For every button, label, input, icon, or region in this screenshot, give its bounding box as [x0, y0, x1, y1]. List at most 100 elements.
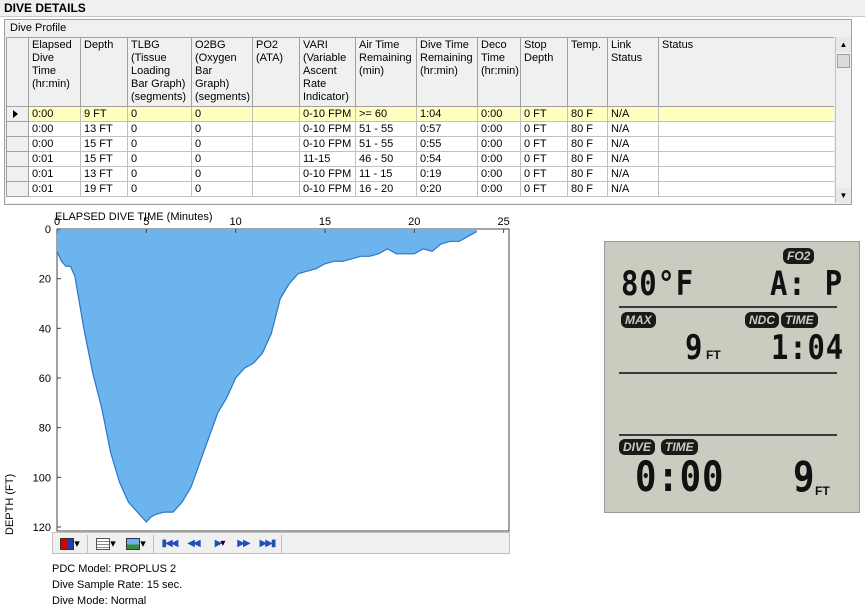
table-cell[interactable]: 0:01: [28, 166, 81, 182]
column-header[interactable]: Dive Time Remaining (hr:min): [416, 37, 478, 107]
edit-options-button[interactable]: ▾: [93, 536, 119, 552]
image-options-button[interactable]: ▾: [123, 536, 149, 552]
table-cell[interactable]: [658, 121, 834, 137]
table-cell[interactable]: [658, 166, 834, 182]
table-cell[interactable]: 16 - 20: [355, 181, 417, 197]
row-header[interactable]: [6, 151, 29, 167]
table-cell[interactable]: 80 F: [567, 181, 608, 197]
table-cell[interactable]: 0 FT: [520, 181, 568, 197]
table-cell[interactable]: 0:57: [416, 121, 478, 137]
column-header[interactable]: Temp.: [567, 37, 608, 107]
table-cell[interactable]: N/A: [607, 166, 659, 182]
table-cell[interactable]: 0: [127, 106, 192, 122]
color-options-button[interactable]: ▾: [57, 536, 83, 552]
table-row[interactable]: 0:01 19 FT 0 0 0-10 FPM 16 - 20 0:20 0:00 0 FT 80…: [6, 181, 834, 197]
dive-profile-grid[interactable]: Elapsed Dive Time (hr:min) Depth TLBG (Tis…: [6, 37, 834, 203]
scroll-down-icon[interactable]: ▼: [836, 188, 851, 203]
table-cell[interactable]: 13 FT: [80, 121, 128, 137]
row-header[interactable]: [6, 166, 29, 182]
table-cell[interactable]: [252, 136, 300, 152]
table-cell[interactable]: 0: [191, 166, 253, 182]
dive-profile-table[interactable]: Elapsed Dive Time (hr:min) Depth TLBG (Tis…: [6, 37, 834, 197]
table-cell[interactable]: 0:00: [28, 136, 81, 152]
scroll-thumb[interactable]: [837, 54, 850, 68]
table-cell[interactable]: 15 FT: [80, 151, 128, 167]
row-header[interactable]: [6, 136, 29, 152]
column-header[interactable]: Elapsed Dive Time (hr:min): [28, 37, 81, 107]
table-cell[interactable]: 0 FT: [520, 136, 568, 152]
table-cell[interactable]: [252, 106, 300, 122]
table-cell[interactable]: 0: [191, 151, 253, 167]
last-button[interactable]: ▶▶▮: [257, 536, 277, 552]
column-header[interactable]: Stop Depth: [520, 37, 568, 107]
table-cell[interactable]: 51 - 55: [355, 121, 417, 137]
table-cell[interactable]: [658, 151, 834, 167]
table-cell[interactable]: 0:00: [477, 181, 521, 197]
table-cell[interactable]: 0: [191, 121, 253, 137]
column-header[interactable]: PO2 (ATA): [252, 37, 300, 107]
table-cell[interactable]: 0: [191, 136, 253, 152]
table-cell[interactable]: 0-10 FPM: [299, 181, 356, 197]
table-cell[interactable]: 0-10 FPM: [299, 106, 356, 122]
table-row[interactable]: 0:01 13 FT 0 0 0-10 FPM 11 - 15 0:19 0:00 0 FT 80…: [6, 166, 834, 182]
table-cell[interactable]: N/A: [607, 151, 659, 167]
table-cell[interactable]: 0-10 FPM: [299, 136, 356, 152]
column-header[interactable]: VARI (Variable Ascent Rate Indicator): [299, 37, 356, 107]
table-cell[interactable]: 0-10 FPM: [299, 166, 356, 182]
column-header[interactable]: Depth: [80, 37, 128, 107]
table-scrollbar[interactable]: ▲ ▼: [835, 37, 851, 203]
table-cell[interactable]: 0: [127, 166, 192, 182]
table-cell[interactable]: 0: [191, 106, 253, 122]
table-row[interactable]: 0:00 13 FT 0 0 0-10 FPM 51 - 55 0:57 0:00 0 FT 80…: [6, 121, 834, 137]
table-cell[interactable]: 0:01: [28, 151, 81, 167]
table-cell[interactable]: 0:54: [416, 151, 478, 167]
table-cell[interactable]: 0:00: [28, 106, 81, 122]
table-cell[interactable]: 9 FT: [80, 106, 128, 122]
table-cell[interactable]: 80 F: [567, 136, 608, 152]
table-cell[interactable]: 0:01: [28, 181, 81, 197]
table-cell[interactable]: 0:00: [28, 121, 81, 137]
table-cell[interactable]: [252, 181, 300, 197]
column-header[interactable]: O2BG (Oxygen Bar Graph) (segments): [191, 37, 253, 107]
column-header[interactable]: Air Time Remaining (min): [355, 37, 417, 107]
table-cell[interactable]: 51 - 55: [355, 136, 417, 152]
table-cell[interactable]: 46 - 50: [355, 151, 417, 167]
first-button[interactable]: ▮◀◀: [159, 536, 179, 552]
table-cell[interactable]: 0 FT: [520, 151, 568, 167]
table-cell[interactable]: 0-10 FPM: [299, 121, 356, 137]
table-cell[interactable]: N/A: [607, 181, 659, 197]
next-button[interactable]: ▶▶: [233, 536, 253, 552]
table-cell[interactable]: N/A: [607, 106, 659, 122]
row-header[interactable]: [6, 106, 29, 122]
table-cell[interactable]: [252, 121, 300, 137]
table-cell[interactable]: 0:00: [477, 136, 521, 152]
table-cell[interactable]: 11-15: [299, 151, 356, 167]
row-header[interactable]: [6, 181, 29, 197]
table-cell[interactable]: 80 F: [567, 106, 608, 122]
table-cell[interactable]: 0:00: [477, 166, 521, 182]
play-button[interactable]: ▶▾: [214, 538, 226, 549]
column-header[interactable]: Link Status: [607, 37, 659, 107]
column-header[interactable]: Deco Time (hr:min): [477, 37, 521, 107]
column-header[interactable]: TLBG (Tissue Loading Bar Graph) (segment…: [127, 37, 192, 107]
table-cell[interactable]: [252, 166, 300, 182]
table-cell[interactable]: 19 FT: [80, 181, 128, 197]
table-cell[interactable]: 0: [127, 181, 192, 197]
table-cell[interactable]: 80 F: [567, 166, 608, 182]
table-cell[interactable]: 13 FT: [80, 166, 128, 182]
table-cell[interactable]: 0:00: [477, 121, 521, 137]
column-header[interactable]: Status: [658, 37, 834, 107]
table-cell[interactable]: [252, 151, 300, 167]
scroll-up-icon[interactable]: ▲: [836, 37, 851, 52]
table-cell[interactable]: 0:00: [477, 151, 521, 167]
table-cell[interactable]: 0:20: [416, 181, 478, 197]
table-cell[interactable]: 0:55: [416, 136, 478, 152]
table-cell[interactable]: 0:00: [477, 106, 521, 122]
table-cell[interactable]: 80 F: [567, 151, 608, 167]
row-header[interactable]: [6, 121, 29, 137]
table-cell[interactable]: 0: [127, 136, 192, 152]
table-cell[interactable]: 0 FT: [520, 106, 568, 122]
table-row[interactable]: 0:00 15 FT 0 0 0-10 FPM 51 - 55 0:55 0:00 0 FT 80…: [6, 136, 834, 152]
